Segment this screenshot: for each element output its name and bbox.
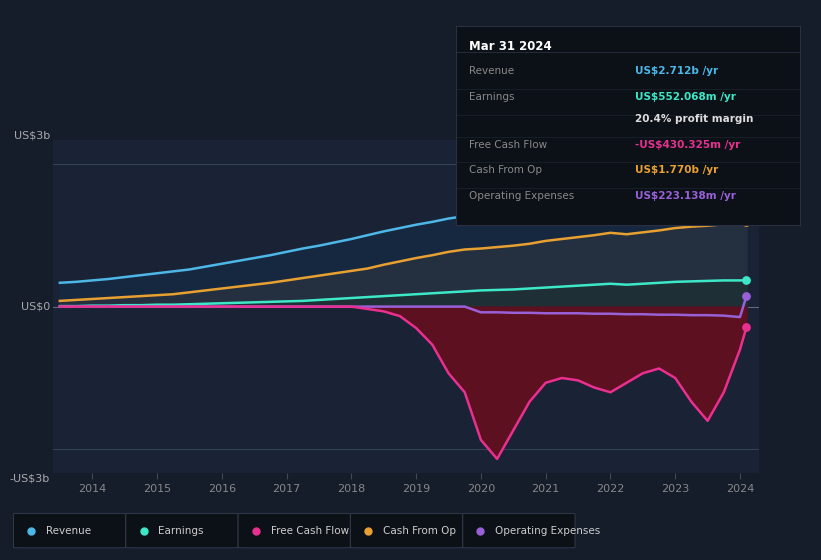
Text: US$223.138m /yr: US$223.138m /yr <box>635 192 736 202</box>
Point <box>740 276 753 285</box>
Text: Earnings: Earnings <box>158 526 204 535</box>
Text: US$2.712b /yr: US$2.712b /yr <box>635 66 718 76</box>
Text: Mar 31 2024: Mar 31 2024 <box>470 40 553 53</box>
Text: US$552.068m /yr: US$552.068m /yr <box>635 92 736 102</box>
Point <box>740 173 753 182</box>
FancyBboxPatch shape <box>463 514 575 548</box>
Text: 20.4% profit margin: 20.4% profit margin <box>635 114 754 124</box>
Text: Operating Expenses: Operating Expenses <box>495 526 600 535</box>
Text: Operating Expenses: Operating Expenses <box>470 192 575 202</box>
Text: Cash From Op: Cash From Op <box>383 526 456 535</box>
Point <box>740 323 753 332</box>
Text: Revenue: Revenue <box>46 526 91 535</box>
FancyBboxPatch shape <box>238 514 351 548</box>
Text: US$3b: US$3b <box>14 130 50 140</box>
FancyBboxPatch shape <box>13 514 126 548</box>
Text: Free Cash Flow: Free Cash Flow <box>271 526 349 535</box>
Point <box>740 292 753 301</box>
Text: Free Cash Flow: Free Cash Flow <box>470 139 548 150</box>
Text: Revenue: Revenue <box>470 66 515 76</box>
Text: Cash From Op: Cash From Op <box>470 166 543 175</box>
Text: -US$3b: -US$3b <box>10 473 50 483</box>
Text: Earnings: Earnings <box>470 92 515 102</box>
Text: -US$430.325m /yr: -US$430.325m /yr <box>635 139 741 150</box>
FancyBboxPatch shape <box>126 514 238 548</box>
Text: US$0: US$0 <box>21 302 50 311</box>
Point <box>740 218 753 227</box>
FancyBboxPatch shape <box>351 514 463 548</box>
Text: US$1.770b /yr: US$1.770b /yr <box>635 166 718 175</box>
